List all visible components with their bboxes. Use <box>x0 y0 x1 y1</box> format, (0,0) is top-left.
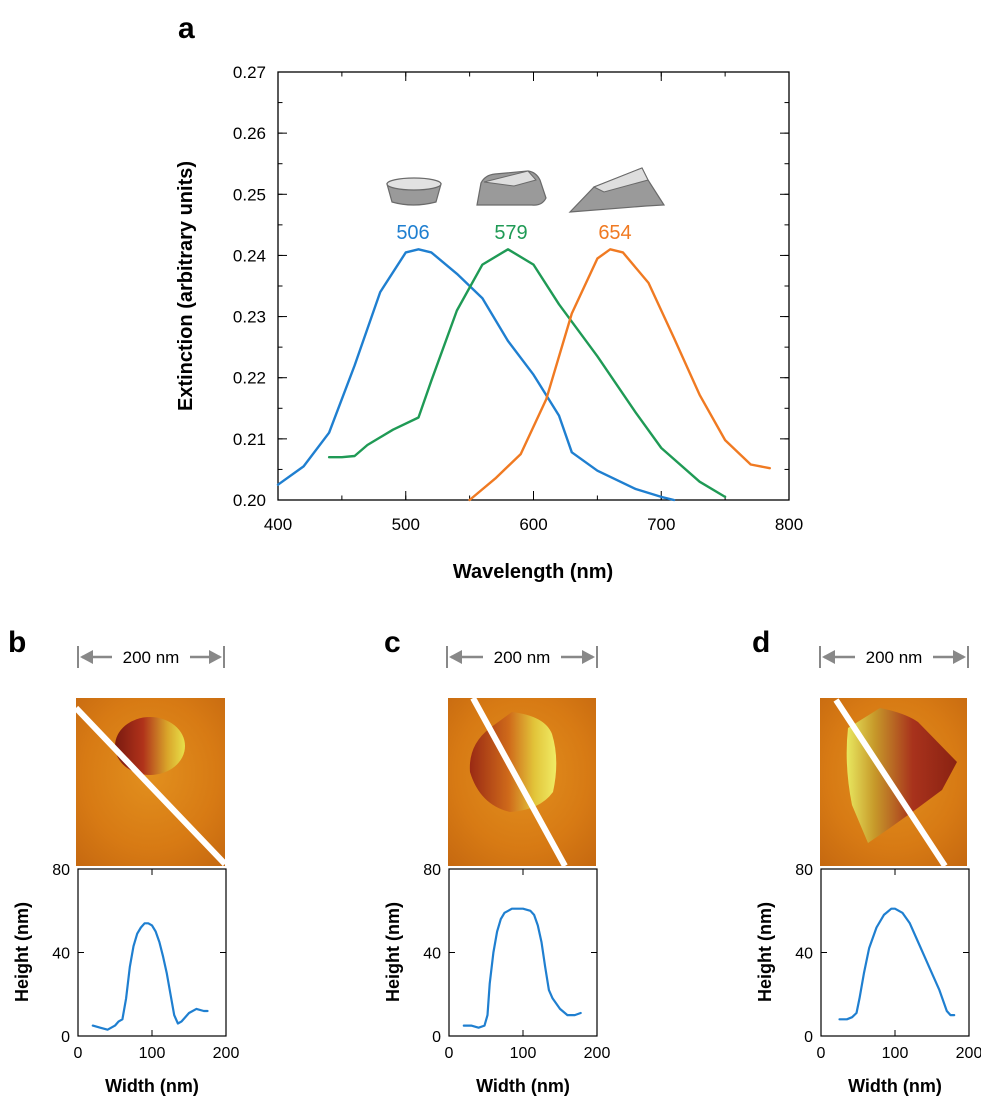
series-line-1 <box>462 907 582 1029</box>
y-axis-title: Extinction (arbitrary units) <box>175 161 197 411</box>
plot-frame <box>448 868 598 1037</box>
x-tick-label: 0 <box>74 1045 83 1062</box>
afm-panel-b: 200 nm <box>73 645 228 867</box>
extinction-spectrum-chart: 400 500 600 700 800 0.20 0.21 0.22 0.23 0.24 0.25 0… <box>175 63 803 583</box>
series-line-1 <box>276 248 676 502</box>
triangular-prism-nanoparticle <box>846 708 957 843</box>
x-tick-label: 100 <box>510 1045 537 1062</box>
y-tick-label: 0.21 <box>233 430 266 449</box>
x-tick-label: 800 <box>775 515 803 534</box>
truncated-prism-particle-icon <box>476 170 547 206</box>
series-line-1 <box>91 922 209 1031</box>
scale-bar: 200 nm <box>446 645 598 668</box>
height-profile-chart-c: 0 100 200 0 40 80 Width (nm) Height (nm) <box>383 862 610 1096</box>
afm-panel-d: 200 nm <box>819 645 969 868</box>
y-tick-label: 80 <box>423 862 441 879</box>
x-tick-label: 500 <box>392 515 420 534</box>
y-axis-title: Height (nm) <box>383 902 403 1002</box>
y-tick-label: 0.27 <box>233 63 266 82</box>
scale-bar-label: 200 nm <box>866 648 923 667</box>
y-tick-label: 0.20 <box>233 491 266 510</box>
disk-particle-icon <box>386 177 442 206</box>
x-tick-label: 400 <box>264 515 292 534</box>
y-tick-label: 0 <box>804 1029 813 1046</box>
scale-bar: 200 nm <box>77 645 225 668</box>
peak-label-579: 579 <box>494 222 527 244</box>
y-axis-title: Height (nm) <box>755 902 775 1002</box>
y-tick-label: 0.26 <box>233 124 266 143</box>
plot-frame <box>277 71 790 501</box>
x-tick-label: 0 <box>817 1045 826 1062</box>
profile-line <box>833 698 948 868</box>
x-tick-label: 200 <box>213 1045 240 1062</box>
x-tick-label: 600 <box>519 515 547 534</box>
series-line-2 <box>327 248 727 499</box>
x-tick-label: 700 <box>647 515 675 534</box>
scale-bar: 200 nm <box>819 645 969 668</box>
y-tick-label: 80 <box>795 862 813 879</box>
x-axis-title: Wavelength (nm) <box>453 561 613 583</box>
x-axis-title: Width (nm) <box>848 1076 942 1096</box>
y-tick-label: 0 <box>432 1029 441 1046</box>
series-line-1 <box>838 907 956 1021</box>
profile-line <box>73 705 228 867</box>
afm-panel-c: 200 nm <box>446 645 598 868</box>
y-tick-label: 0 <box>61 1029 70 1046</box>
peak-label-506: 506 <box>396 222 429 244</box>
x-tick-label: 100 <box>139 1045 166 1062</box>
y-tick-label: 0.23 <box>233 308 266 327</box>
panel-label-a: a <box>178 12 195 45</box>
triangular-prism-particle-icon <box>568 167 666 213</box>
y-tick-label: 40 <box>795 946 813 963</box>
height-profile-chart-d: 0 100 200 0 40 80 Width (nm) Height (nm) <box>755 862 981 1096</box>
y-axis-title: Height (nm) <box>12 902 32 1002</box>
height-profile-chart-b: 0 100 200 0 40 80 Width (nm) Height (nm) <box>12 862 239 1096</box>
scale-bar-label: 200 nm <box>123 648 180 667</box>
peak-label-654: 654 <box>598 222 631 244</box>
x-tick-label: 100 <box>882 1045 909 1062</box>
x-tick-label: 0 <box>445 1045 454 1062</box>
x-tick-label: 200 <box>584 1045 611 1062</box>
y-tick-label: 0.25 <box>233 185 266 204</box>
y-tick-label: 40 <box>423 946 441 963</box>
y-tick-label: 0.22 <box>233 369 266 388</box>
x-axis-title: Width (nm) <box>476 1076 570 1096</box>
x-tick-label: 200 <box>956 1045 981 1062</box>
y-tick-label: 0.24 <box>233 246 266 265</box>
panel-label-b: b <box>8 626 26 659</box>
y-tick-label: 80 <box>52 862 70 879</box>
disk-nanoparticle <box>115 717 185 775</box>
panel-label-c: c <box>384 626 401 659</box>
scale-bar-label: 200 nm <box>494 648 551 667</box>
x-axis-title: Width (nm) <box>105 1076 199 1096</box>
y-tick-label: 40 <box>52 946 70 963</box>
panel-label-d: d <box>752 626 770 659</box>
profile-line <box>470 696 568 868</box>
series-line-3 <box>468 248 771 502</box>
